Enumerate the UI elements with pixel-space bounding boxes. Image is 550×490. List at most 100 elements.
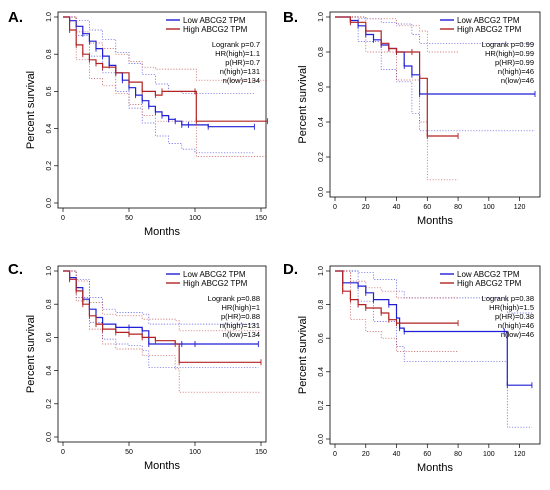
stat-line: p(HR)=0.99	[495, 58, 534, 67]
y-tick-label: 0.4	[318, 367, 325, 377]
x-tick-label: 40	[393, 204, 401, 211]
y-tick-label: 1.0	[46, 12, 53, 22]
y-tick-label: 0.6	[46, 332, 53, 342]
x-axis-title: Months	[417, 215, 454, 227]
x-tick-label: 50	[125, 215, 133, 222]
legend-entry: High ABCG2 TPM	[183, 279, 248, 288]
stat-line: p(HR)=0.88	[221, 312, 260, 321]
x-tick-label: 120	[514, 451, 526, 458]
x-tick-label: 80	[454, 204, 462, 211]
y-tick-label: 1.0	[318, 12, 325, 22]
y-tick-label: 0.2	[46, 161, 53, 171]
plot-frame	[57, 265, 267, 443]
stat-line: HR(high)=0.99	[485, 49, 534, 58]
y-axis-title: Percent survival	[25, 315, 37, 393]
x-tick-label: 150	[255, 449, 267, 456]
y-tick-label: 0.4	[46, 124, 53, 134]
x-axis-title: Months	[144, 226, 181, 238]
stat-line: HR(high)=1	[221, 303, 260, 312]
legend-entry: Low ABCG2 TPM	[183, 16, 246, 25]
ci-lower-high	[63, 16, 268, 157]
y-tick-label: 0.8	[46, 299, 53, 309]
legend-entry: High ABCG2 TPM	[183, 25, 248, 34]
y-tick-label: 0.2	[318, 152, 325, 162]
y-tick-label: 0.6	[318, 333, 325, 343]
y-tick-label: 0.6	[318, 82, 325, 92]
y-tick-label: 1.0	[46, 266, 53, 276]
y-axis-title: Percent survival	[297, 316, 309, 394]
panel-label: A.	[8, 9, 23, 26]
stat-line: n(low)=134	[223, 76, 260, 85]
stat-line: p(HR)=0.7	[225, 58, 260, 67]
stat-line: Logrank p=0.38	[482, 294, 534, 303]
panel-b: B. 0.0 0.2 0.4 0.6 0.8 1.0 0 20 40 60 80 100 120 Month…	[283, 9, 541, 227]
x-axis-title: Months	[144, 460, 181, 472]
stat-line: p(HR)=0.38	[495, 312, 534, 321]
x-tick-label: 100	[189, 215, 201, 222]
x-tick-label: 0	[333, 451, 337, 458]
x-tick-label: 100	[483, 204, 495, 211]
x-axis-title: Months	[417, 462, 454, 474]
legend-entry: High ABCG2 TPM	[457, 25, 522, 34]
stat-line: n(low)=46	[501, 330, 534, 339]
stat-line: Logrank p=0.88	[208, 294, 260, 303]
y-tick-label: 0.0	[318, 434, 325, 444]
plot-frame	[329, 11, 541, 198]
y-tick-label: 1.0	[318, 266, 325, 276]
x-tick-label: 0	[333, 204, 337, 211]
y-tick-label: 0.4	[318, 117, 325, 127]
stat-line: Logrank p=0.7	[212, 40, 260, 49]
x-tick-label: 120	[514, 204, 526, 211]
y-tick-label: 0.6	[46, 86, 53, 96]
y-tick-label: 0.2	[46, 399, 53, 409]
x-tick-label: 100	[189, 449, 201, 456]
stat-line: HR(high)=1.5	[489, 303, 534, 312]
x-tick-label: 80	[454, 451, 462, 458]
legend-entry: Low ABCG2 TPM	[183, 270, 246, 279]
y-tick-label: 0.8	[318, 47, 325, 57]
panel-c: C. 0.0 0.2 0.4 0.6 0.8 1.0 0 50 100 150 Months Perce…	[8, 261, 267, 472]
x-tick-label: 20	[362, 451, 370, 458]
y-axis-title: Percent survival	[25, 71, 37, 149]
stat-line: Logrank p=0.99	[482, 40, 534, 49]
ci-lower-high	[335, 16, 459, 181]
x-tick-label: 0	[61, 449, 65, 456]
survival-curve-high	[63, 270, 261, 363]
panel-label: B.	[283, 9, 298, 26]
x-tick-label: 60	[423, 451, 431, 458]
panel-a: A. 0.0 0.2 0.4 0.6 0.8 1.0 0 50 100 150 Months Perce…	[8, 9, 269, 238]
y-tick-label: 0.4	[46, 366, 53, 376]
stat-line: n(low)=46	[501, 76, 534, 85]
x-tick-label: 50	[125, 449, 133, 456]
y-tick-label: 0.0	[46, 432, 53, 442]
x-tick-label: 150	[255, 215, 267, 222]
stat-line: HR(high)=1.1	[215, 49, 260, 58]
panel-d: D. 0.0 0.2 0.4 0.6 0.8 1.0 0 20 40 60 80 100 120 Month…	[283, 261, 541, 474]
panel-label: D.	[283, 261, 298, 278]
stat-line: n(high)=131	[220, 321, 260, 330]
stat-line: n(high)=46	[498, 67, 534, 76]
x-tick-label: 40	[393, 451, 401, 458]
legend-entry: Low ABCG2 TPM	[457, 16, 520, 25]
plot-frame	[57, 11, 267, 209]
y-tick-label: 0.0	[46, 198, 53, 208]
y-tick-label: 0.8	[46, 49, 53, 59]
stat-line: n(high)=46	[498, 321, 534, 330]
y-tick-label: 0.0	[318, 187, 325, 197]
legend-entry: High ABCG2 TPM	[457, 279, 522, 288]
stat-line: n(high)=131	[220, 67, 260, 76]
legend-entry: Low ABCG2 TPM	[457, 270, 520, 279]
x-tick-label: 20	[362, 204, 370, 211]
stat-line: n(low)=134	[223, 330, 260, 339]
ci-lower-low	[63, 270, 259, 368]
x-tick-label: 0	[61, 215, 65, 222]
plot-frame	[329, 265, 541, 445]
ci-upper-low	[63, 270, 259, 325]
y-axis-title: Percent survival	[297, 65, 309, 143]
x-tick-label: 100	[483, 451, 495, 458]
y-tick-label: 0.8	[318, 300, 325, 310]
panel-label: C.	[8, 261, 23, 278]
ci-upper-high	[335, 270, 459, 299]
x-tick-label: 60	[423, 204, 431, 211]
